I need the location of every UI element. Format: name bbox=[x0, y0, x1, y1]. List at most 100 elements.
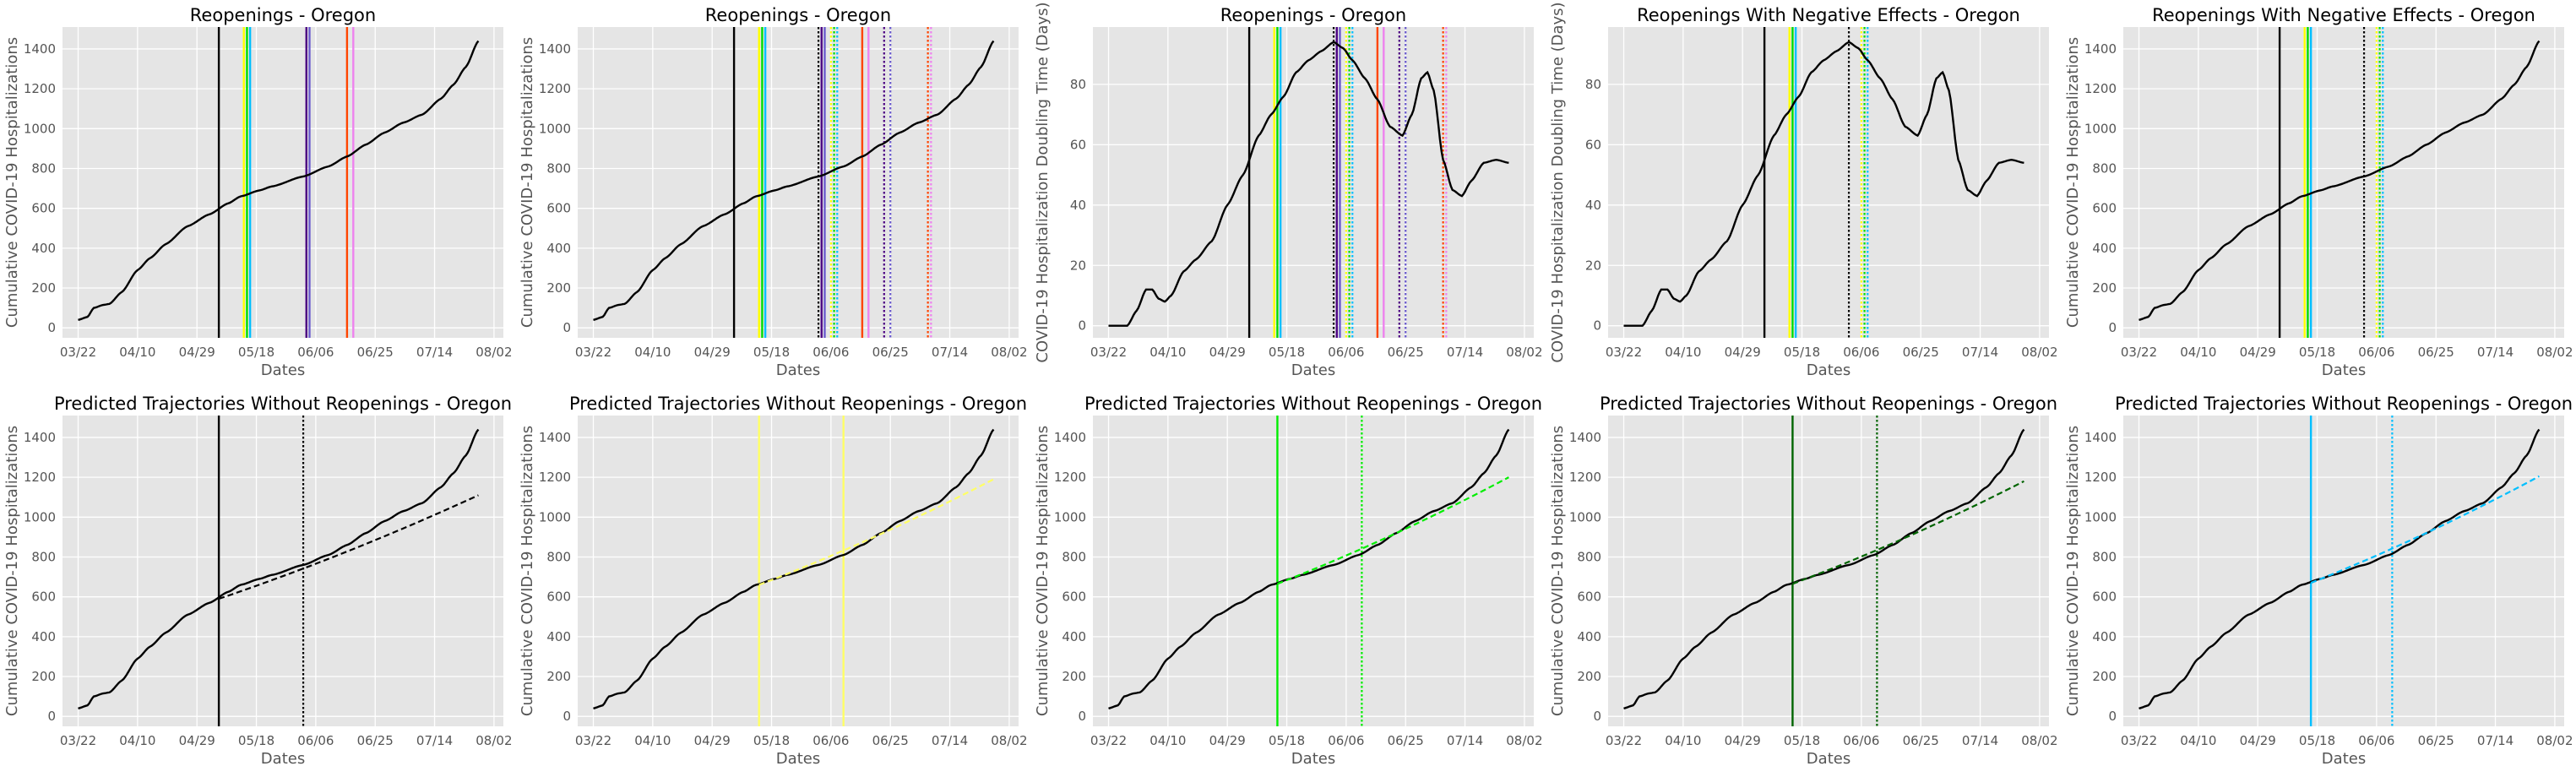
chart-title: Reopenings - Oregon bbox=[190, 5, 376, 25]
x-tick-label: 03/22 bbox=[575, 345, 611, 360]
x-tick-label: 05/18 bbox=[753, 345, 790, 360]
x-tick-label: 04/10 bbox=[119, 345, 155, 360]
y-tick-label: 1000 bbox=[24, 121, 56, 136]
y-tick-label: 600 bbox=[546, 201, 571, 216]
chart-title: Predicted Trajectories Without Reopening… bbox=[569, 394, 1027, 414]
y-tick-label: 400 bbox=[31, 241, 56, 256]
x-tick-label: 07/14 bbox=[932, 345, 968, 360]
y-tick-label: 400 bbox=[31, 629, 56, 644]
chart-svg: 03/22 04/10 04/29 05/18 06/06 06/25 07/14 08/02… bbox=[2064, 394, 2573, 768]
y-tick-label: 1400 bbox=[24, 430, 56, 445]
x-tick-label: 03/22 bbox=[1606, 345, 1642, 360]
y-tick-label: 200 bbox=[1577, 669, 1601, 684]
y-tick-label: 80 bbox=[1585, 77, 1601, 92]
y-tick-label: 600 bbox=[2092, 201, 2117, 216]
x-tick-label: 06/25 bbox=[1388, 345, 1424, 360]
x-tick-label: 04/29 bbox=[1725, 733, 1761, 748]
y-axis-label: Cumulative COVID-19 Hospitalizations bbox=[2064, 426, 2082, 716]
x-tick-label: 07/14 bbox=[1447, 345, 1483, 360]
chart-panel-9: 03/22 04/10 04/29 05/18 06/06 06/25 07/14 08/02… bbox=[1546, 388, 2061, 777]
x-axis-label: Dates bbox=[2322, 750, 2366, 768]
x-tick-label: 05/18 bbox=[2299, 733, 2335, 748]
y-tick-label: 1400 bbox=[2084, 41, 2117, 57]
chart-title: Reopenings - Oregon bbox=[1220, 5, 1406, 25]
y-tick-label: 0 bbox=[562, 320, 571, 335]
x-tick-label: 08/02 bbox=[1506, 345, 1542, 360]
y-axis-label: Cumulative COVID-19 Hospitalizations bbox=[519, 37, 536, 328]
x-tick-label: 04/10 bbox=[1149, 345, 1186, 360]
y-tick-label: 400 bbox=[546, 241, 571, 256]
chart-svg: 03/22 04/10 04/29 05/18 06/06 06/25 07/14 08/02… bbox=[519, 5, 1028, 379]
x-tick-label: 06/25 bbox=[1903, 733, 1939, 748]
y-tick-label: 0 bbox=[2108, 320, 2117, 335]
x-tick-label: 07/14 bbox=[416, 733, 453, 748]
x-tick-label: 04/29 bbox=[179, 733, 215, 748]
x-tick-label: 04/29 bbox=[2240, 733, 2276, 748]
y-tick-label: 1000 bbox=[1569, 509, 1601, 524]
x-tick-label: 08/02 bbox=[476, 345, 512, 360]
y-tick-label: 1200 bbox=[24, 81, 56, 96]
chart-title: Predicted Trajectories Without Reopening… bbox=[1600, 394, 2057, 414]
chart-svg: 03/22 04/10 04/29 05/18 06/06 06/25 07/14 08/02… bbox=[1034, 2, 1543, 379]
x-tick-label: 05/18 bbox=[1269, 345, 1305, 360]
chart-title: Reopenings With Negative Effects - Orego… bbox=[1637, 5, 2020, 25]
x-tick-label: 04/10 bbox=[634, 733, 671, 748]
x-tick-label: 07/14 bbox=[1447, 733, 1483, 748]
y-tick-label: 1200 bbox=[1569, 470, 1601, 485]
x-tick-label: 06/25 bbox=[872, 733, 909, 748]
y-tick-label: 0 bbox=[47, 709, 56, 724]
chart-panel-5: 03/22 04/10 04/29 05/18 06/06 06/25 07/14 08/02… bbox=[2061, 0, 2576, 388]
x-tick-label: 08/02 bbox=[2536, 733, 2573, 748]
chart-title: Reopenings With Negative Effects - Orego… bbox=[2152, 5, 2535, 25]
y-tick-label: 1000 bbox=[2084, 509, 2117, 524]
x-tick-label: 04/10 bbox=[634, 345, 671, 360]
y-tick-label: 1000 bbox=[24, 509, 56, 524]
x-axis-label: Dates bbox=[1291, 750, 1335, 768]
x-axis-label: Dates bbox=[1291, 361, 1335, 379]
x-tick-label: 04/29 bbox=[1725, 345, 1761, 360]
y-tick-label: 0 bbox=[562, 709, 571, 724]
y-tick-label: 600 bbox=[31, 590, 56, 605]
x-tick-label: 06/06 bbox=[1843, 733, 1879, 748]
chart-panel-10: 03/22 04/10 04/29 05/18 06/06 06/25 07/14 08/02… bbox=[2061, 388, 2576, 777]
chart-panel-8: 03/22 04/10 04/29 05/18 06/06 06/25 07/14 08/02… bbox=[1030, 388, 1546, 777]
y-axis-label: Cumulative COVID-19 Hospitalizations bbox=[1034, 426, 1052, 716]
x-tick-label: 03/22 bbox=[2121, 345, 2157, 360]
y-tick-label: 800 bbox=[546, 160, 571, 176]
y-tick-label: 400 bbox=[2092, 629, 2117, 644]
y-tick-label: 20 bbox=[1585, 258, 1601, 273]
chart-svg: 03/22 04/10 04/29 05/18 06/06 06/25 07/14 08/02… bbox=[519, 394, 1028, 768]
y-tick-label: 600 bbox=[546, 590, 571, 605]
y-tick-label: 1400 bbox=[24, 41, 56, 57]
x-tick-label: 04/29 bbox=[694, 733, 731, 748]
y-tick-label: 200 bbox=[2092, 669, 2117, 684]
predicted-series-line bbox=[1276, 476, 1509, 585]
x-tick-label: 07/14 bbox=[2477, 733, 2514, 748]
y-tick-label: 200 bbox=[31, 669, 56, 684]
y-tick-label: 0 bbox=[47, 320, 56, 335]
x-axis-label: Dates bbox=[261, 361, 305, 379]
y-tick-label: 1000 bbox=[539, 509, 571, 524]
y-axis-label: Cumulative COVID-19 Hospitalizations bbox=[1549, 426, 1567, 716]
y-tick-label: 1200 bbox=[539, 470, 571, 485]
observed-series-line bbox=[1623, 428, 2025, 709]
y-axis-label: Cumulative COVID-19 Hospitalizations bbox=[2064, 37, 2082, 328]
predicted-series-line bbox=[2310, 475, 2540, 584]
y-tick-label: 800 bbox=[2092, 549, 2117, 564]
x-tick-label: 06/25 bbox=[2418, 345, 2454, 360]
x-tick-label: 06/06 bbox=[1843, 345, 1879, 360]
x-tick-label: 06/06 bbox=[2358, 345, 2394, 360]
observed-series-line bbox=[593, 428, 995, 709]
chart-title: Predicted Trajectories Without Reopening… bbox=[2115, 394, 2573, 414]
y-tick-label: 1200 bbox=[539, 81, 571, 96]
chart-panel-1: 03/22 04/10 04/29 05/18 06/06 06/25 07/14 08/02… bbox=[0, 0, 515, 388]
x-tick-label: 07/14 bbox=[1962, 733, 1998, 748]
y-tick-label: 40 bbox=[1070, 198, 1086, 213]
x-tick-label: 08/02 bbox=[991, 345, 1027, 360]
y-tick-label: 0 bbox=[1078, 318, 1086, 334]
observed-series-line bbox=[1108, 41, 1509, 327]
y-tick-label: 600 bbox=[1062, 590, 1086, 605]
y-tick-label: 0 bbox=[2108, 709, 2117, 724]
y-tick-label: 80 bbox=[1070, 77, 1086, 92]
x-tick-label: 07/14 bbox=[932, 733, 968, 748]
